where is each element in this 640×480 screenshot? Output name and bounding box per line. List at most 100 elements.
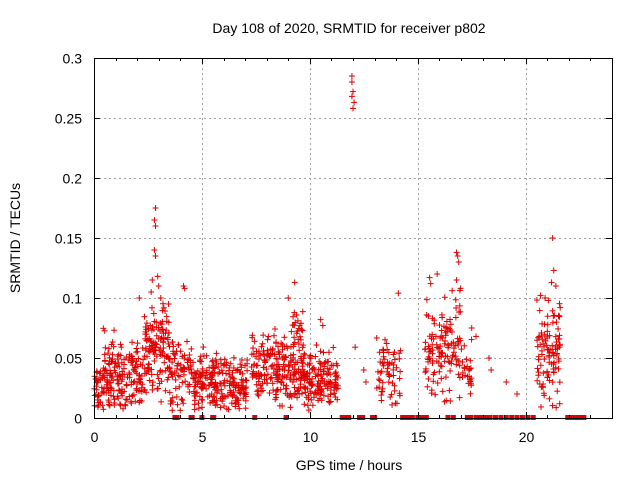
data-point xyxy=(503,379,510,385)
data-point xyxy=(118,390,125,397)
data-point xyxy=(424,383,431,390)
data-point xyxy=(274,374,281,381)
data-point xyxy=(159,300,166,307)
data-point xyxy=(295,340,302,347)
x-tick-label: 5 xyxy=(199,429,207,445)
data-point xyxy=(232,403,239,410)
data-point xyxy=(452,296,459,303)
data-point xyxy=(316,358,323,365)
data-point xyxy=(130,391,137,398)
data-point xyxy=(176,383,183,390)
data-point xyxy=(426,345,433,352)
data-point xyxy=(254,388,261,395)
zero-value-marker xyxy=(574,415,580,420)
data-point xyxy=(179,397,186,404)
data-point xyxy=(178,396,185,403)
data-point xyxy=(556,379,563,386)
data-point xyxy=(295,385,302,392)
data-point xyxy=(461,342,468,349)
data-point xyxy=(288,328,295,335)
data-point xyxy=(108,374,115,381)
data-point xyxy=(444,353,451,360)
data-point xyxy=(300,355,307,362)
zero-value-marker xyxy=(252,415,258,420)
zero-value-marker xyxy=(419,415,425,420)
data-point xyxy=(463,356,470,363)
data-point xyxy=(223,359,230,366)
data-point xyxy=(422,339,429,346)
data-point xyxy=(423,296,430,303)
data-point xyxy=(108,358,115,365)
data-point xyxy=(318,373,325,380)
data-point xyxy=(154,371,161,378)
data-point xyxy=(290,341,297,348)
zero-value-marker xyxy=(360,415,366,420)
data-point xyxy=(242,405,249,412)
data-point xyxy=(327,371,334,378)
data-point xyxy=(226,380,233,387)
data-point xyxy=(238,357,245,364)
data-point xyxy=(542,295,549,301)
data-point xyxy=(290,313,297,320)
data-point xyxy=(434,271,441,277)
data-point xyxy=(544,321,551,328)
data-point xyxy=(548,349,555,356)
data-point xyxy=(217,380,224,387)
data-point xyxy=(150,326,157,333)
data-point xyxy=(105,345,112,352)
data-point xyxy=(200,344,207,351)
data-point xyxy=(549,402,556,409)
data-point xyxy=(221,403,228,410)
data-point xyxy=(464,373,471,380)
data-point xyxy=(276,402,283,409)
data-point xyxy=(533,297,540,304)
data-point xyxy=(318,377,325,384)
data-point xyxy=(324,365,331,372)
data-point xyxy=(325,381,332,388)
data-point xyxy=(269,380,276,387)
data-point xyxy=(221,377,228,384)
data-point xyxy=(380,362,387,369)
data-point xyxy=(555,356,562,363)
zero-value-marker xyxy=(199,415,205,420)
data-point xyxy=(381,359,388,366)
zero-value-marker xyxy=(464,415,470,420)
data-point xyxy=(445,342,452,349)
data-point xyxy=(308,380,315,387)
zero-value-marker xyxy=(174,415,180,420)
data-point xyxy=(281,334,288,341)
data-point xyxy=(296,322,303,329)
data-point xyxy=(441,294,448,301)
data-point xyxy=(169,407,176,414)
data-point xyxy=(177,361,184,368)
data-point xyxy=(218,386,225,393)
data-point xyxy=(94,379,101,386)
zero-value-marker xyxy=(530,415,536,420)
data-point xyxy=(230,354,237,361)
data-point xyxy=(447,327,454,334)
data-point xyxy=(218,390,225,397)
data-point xyxy=(185,383,192,390)
data-point xyxy=(206,364,213,371)
zero-value-marker xyxy=(409,415,415,420)
zero-value-marker xyxy=(189,415,195,420)
data-point xyxy=(298,326,305,333)
data-point xyxy=(549,307,556,314)
zero-value-marker xyxy=(339,415,345,420)
data-point xyxy=(100,325,107,332)
data-point xyxy=(450,349,457,356)
data-point xyxy=(448,360,455,367)
data-point xyxy=(116,401,123,408)
data-point xyxy=(215,387,222,394)
data-point xyxy=(158,398,165,405)
data-point xyxy=(257,352,264,359)
data-point xyxy=(264,371,271,378)
data-point xyxy=(255,356,262,363)
data-point xyxy=(130,379,137,386)
zero-value-marker xyxy=(565,415,571,420)
data-point xyxy=(291,334,298,341)
axis-ticks xyxy=(94,58,612,419)
data-point xyxy=(197,372,204,379)
data-point xyxy=(390,366,397,373)
data-point xyxy=(380,347,387,354)
